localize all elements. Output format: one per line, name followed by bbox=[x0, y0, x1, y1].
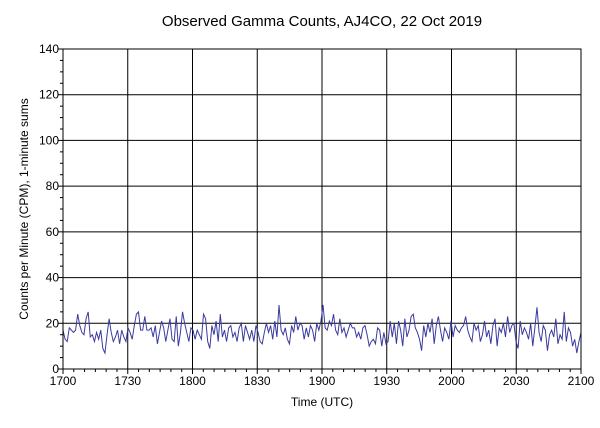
y-tick-label: 140 bbox=[39, 42, 59, 56]
x-tick-label: 2000 bbox=[438, 374, 465, 388]
x-tick-label: 1900 bbox=[309, 374, 336, 388]
x-tick-label: 1930 bbox=[373, 374, 400, 388]
y-tick-label: 60 bbox=[46, 225, 60, 239]
y-tick-label: 40 bbox=[46, 271, 60, 285]
x-tick-label: 2030 bbox=[503, 374, 530, 388]
chart-title: Observed Gamma Counts, AJ4CO, 22 Oct 201… bbox=[162, 13, 482, 30]
y-tick-label: 120 bbox=[39, 88, 59, 102]
x-axis: 1700 1730 1800 1830 1900 1930 2000 2030 2100 bbox=[50, 369, 595, 388]
x-axis-label: Time (UTC) bbox=[291, 395, 353, 409]
x-tick-label: 1800 bbox=[179, 374, 206, 388]
y-tick-label: 100 bbox=[39, 133, 59, 147]
x-tick-label: 1730 bbox=[114, 374, 141, 388]
y-tick-label: 20 bbox=[46, 316, 60, 330]
x-tick-label: 1700 bbox=[50, 374, 77, 388]
y-tick-label: 80 bbox=[46, 179, 60, 193]
y-axis-label: Counts per Minute (CPM), 1-minute sums bbox=[17, 98, 31, 319]
x-tick-label: 2100 bbox=[568, 374, 595, 388]
x-tick-label: 1830 bbox=[244, 374, 271, 388]
